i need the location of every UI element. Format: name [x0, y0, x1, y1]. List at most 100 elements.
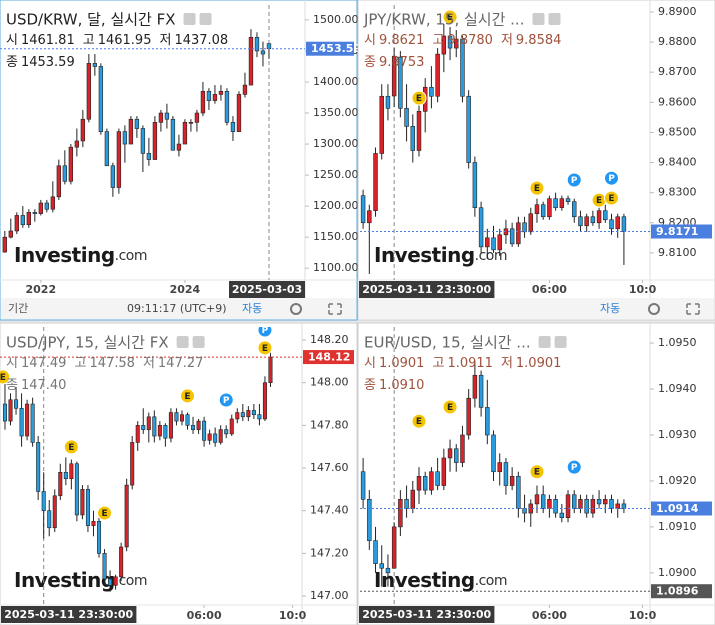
event-marker[interactable] — [180, 388, 196, 404]
candle-body — [266, 43, 272, 50]
y-tick-label: 9.8500 — [658, 125, 697, 138]
y-tick-label: 1150.00 — [313, 230, 359, 243]
x-tick-label: 2022 — [26, 283, 57, 296]
event-marker[interactable] — [411, 90, 427, 106]
event-marker[interactable] — [566, 459, 582, 475]
plot-area: E E E P — [360, 327, 627, 605]
candle-body — [206, 90, 212, 101]
y-tick-label: 9.8800 — [658, 35, 697, 48]
event-marker[interactable] — [603, 170, 619, 186]
event-marker[interactable] — [566, 172, 582, 188]
ohlc-value: 1.0910 — [379, 378, 425, 393]
candle-body — [547, 198, 552, 218]
candle-body — [26, 212, 31, 226]
candle-body — [213, 433, 218, 443]
x-tick-label: 10:0 — [629, 283, 657, 296]
candle-body — [559, 512, 565, 518]
title-icon[interactable] — [538, 336, 551, 348]
event-label: E — [184, 392, 190, 402]
y-tick-label: 1100.00 — [313, 261, 359, 274]
candle-body — [56, 165, 61, 198]
ohlc-name: 종 — [364, 55, 376, 70]
price-label: 148.12 — [308, 351, 350, 364]
candle-body — [516, 476, 521, 509]
candle-body — [572, 201, 577, 218]
event-marker[interactable] — [529, 464, 545, 480]
event-marker[interactable] — [442, 399, 458, 415]
candle-body — [391, 526, 397, 569]
panel-background — [0, 0, 358, 321]
candle-body — [385, 567, 391, 574]
candle-body — [559, 198, 565, 209]
title-icon[interactable] — [532, 13, 545, 25]
candle-body — [104, 131, 110, 167]
auto-scale-button[interactable]: 자동 — [242, 302, 262, 315]
candle-body — [447, 448, 453, 459]
candle-body — [163, 425, 168, 439]
title-icon[interactable] — [192, 336, 205, 348]
event-marker[interactable] — [257, 323, 273, 338]
settings-button[interactable] — [290, 303, 302, 315]
event-marker[interactable] — [63, 439, 79, 455]
candle-body — [128, 118, 134, 145]
y-tick-label: 1350.00 — [313, 106, 359, 119]
candle-body — [91, 521, 96, 526]
event-marker[interactable] — [411, 413, 427, 429]
candle-body — [207, 433, 212, 441]
candle-body — [472, 162, 478, 209]
event-marker[interactable] — [257, 340, 273, 356]
y-tick-label: 1.0950 — [658, 336, 697, 349]
x-tick-label: 06:00 — [532, 609, 567, 622]
event-marker[interactable] — [0, 369, 11, 385]
candle-body — [124, 484, 129, 548]
y-tick-label: 147.00 — [310, 589, 349, 602]
y-tick-label: 148.00 — [310, 376, 349, 389]
candle-body — [248, 36, 254, 86]
clock: 09:11:17 (UTC+9) — [127, 302, 227, 315]
y-tick-label: 1200.00 — [313, 199, 359, 212]
auto-scale-button[interactable]: 자동 — [600, 302, 620, 315]
candle-body — [257, 414, 262, 420]
candle-body — [429, 471, 434, 491]
candle-body — [609, 499, 614, 509]
fullscreen-button[interactable] — [686, 303, 700, 315]
candle-body — [2, 403, 7, 422]
title-icon[interactable] — [176, 336, 189, 348]
event-marker[interactable] — [603, 190, 619, 206]
chart-panel: Investing.com 1100.00 1150.00 1200.00 1250.0… — [0, 0, 361, 321]
candle-body — [113, 576, 118, 586]
candle-body — [422, 476, 428, 491]
title-icon[interactable] — [548, 13, 561, 25]
event-marker[interactable] — [442, 9, 458, 25]
chart-panel: Investing.com E E E P 1.0900 1.0910 1.0920 1.093… — [357, 322, 715, 625]
candle-body — [565, 494, 571, 518]
candle-body — [590, 499, 596, 514]
candle-body — [534, 204, 540, 215]
settings-button[interactable] — [648, 303, 660, 315]
cursor-date-label: 2025-03-11 23:30:00 — [362, 608, 491, 621]
y-tick-label: 1.0930 — [658, 428, 697, 441]
fullscreen-button[interactable] — [328, 303, 342, 315]
cursor-date-box — [359, 606, 495, 623]
candle-body — [603, 210, 608, 221]
title-icon[interactable] — [183, 13, 196, 25]
candle-body — [96, 521, 102, 554]
title-icon[interactable] — [554, 336, 567, 348]
panel-background — [357, 0, 715, 321]
y-tick-label: 1.0910 — [658, 520, 697, 533]
candle-body — [491, 434, 496, 473]
title-icon[interactable] — [199, 13, 212, 25]
candle-body — [435, 471, 440, 486]
period-button[interactable]: 기간 — [8, 302, 28, 315]
candle-body — [367, 499, 372, 541]
event-label: E — [101, 509, 107, 519]
ohlc-value: 9.8621 — [379, 33, 425, 48]
event-marker[interactable] — [529, 180, 545, 196]
chart-panel: Investing.comEEEPEPE9.81009.82009.83009.… — [357, 0, 715, 321]
event-marker[interactable] — [218, 392, 234, 408]
candle-body — [373, 540, 378, 564]
event-marker[interactable] — [97, 505, 113, 521]
ohlc-value: 1.0911 — [447, 356, 493, 371]
